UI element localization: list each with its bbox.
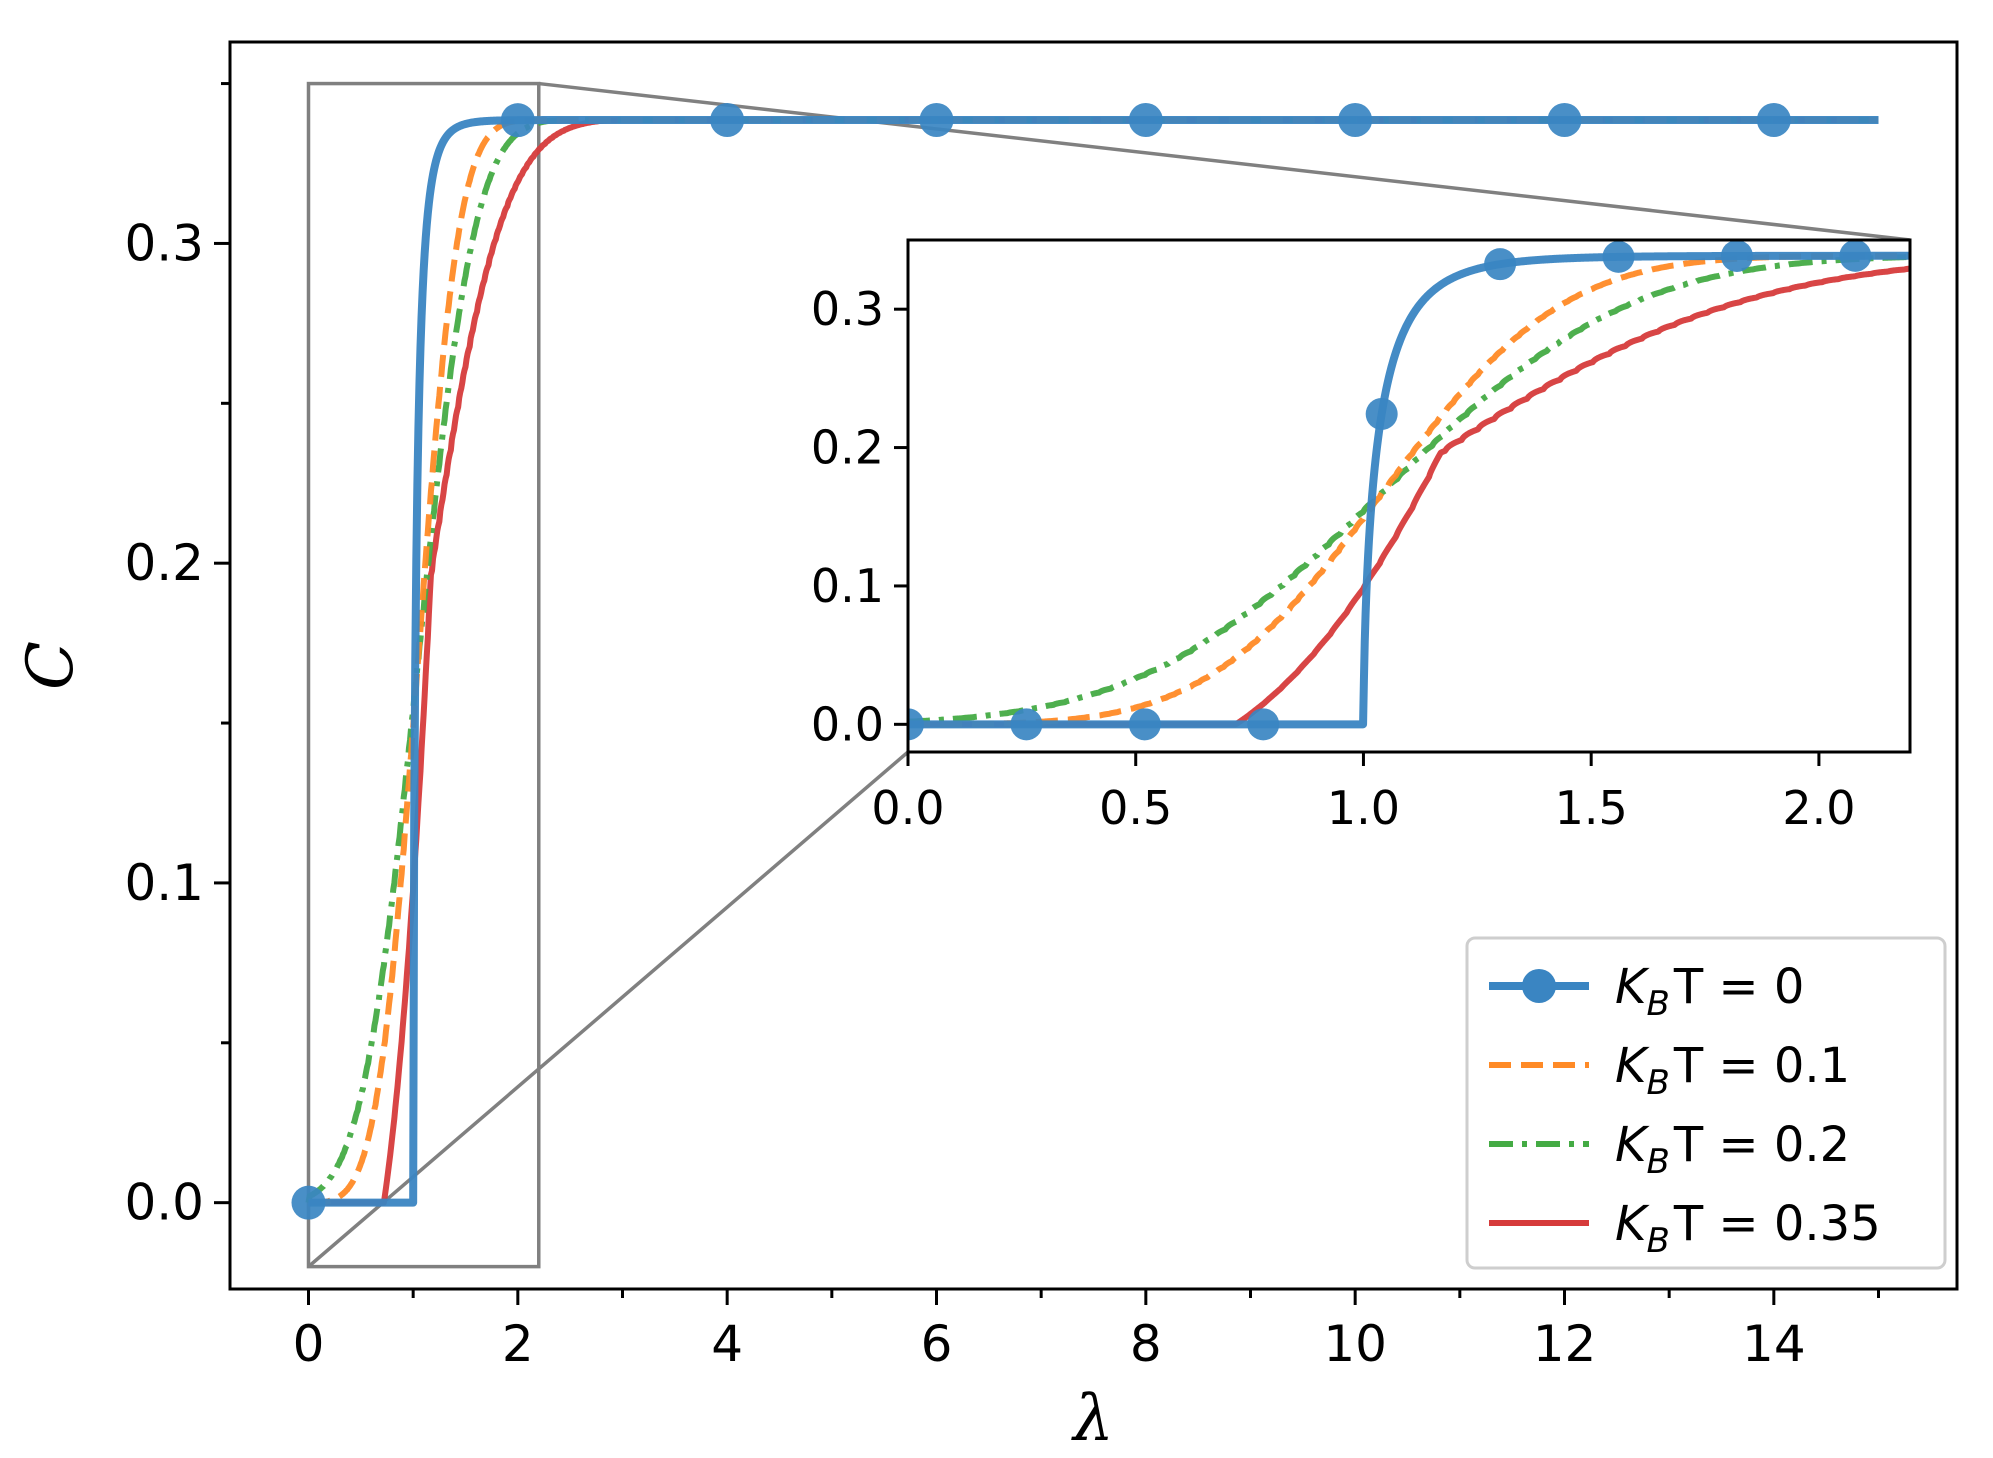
series-0-marker	[1756, 103, 1791, 138]
series-line-0	[305, 116, 1882, 1207]
inset-series-0-marker	[1010, 708, 1043, 741]
zoom-connector	[538, 81, 1911, 242]
zoom-indicator	[306, 81, 1911, 1269]
inset-series-0-marker	[1839, 240, 1872, 272]
inset-y-tick-label: 0.2	[811, 421, 884, 475]
x-tick-label: 10	[1323, 1315, 1387, 1373]
inset-series	[908, 240, 1910, 741]
inset-x-tick-label: 1.0	[1327, 781, 1400, 835]
inset-x-tick-label: 0.5	[1099, 781, 1172, 835]
legend-label-rest: T = 0.1	[1673, 1038, 1850, 1094]
x-tick-label: 0	[293, 1315, 325, 1373]
inset-series-0-marker	[1365, 397, 1398, 430]
series-0-marker	[710, 103, 745, 138]
inset-y-tick-label: 0.1	[811, 559, 884, 613]
legend-label-k: K	[1615, 1117, 1650, 1173]
y-axis-title: C	[14, 641, 88, 690]
legend-frame	[1465, 936, 1947, 1270]
legend-label-k: K	[1615, 959, 1650, 1015]
main-series	[291, 103, 1882, 1220]
inset-series-0-marker	[1247, 708, 1280, 741]
legend-label: KBT = 0	[1615, 959, 1804, 1024]
y-tick-label: 0.2	[124, 534, 204, 592]
legend-entry-0: KBT = 0	[1489, 959, 1804, 1024]
legend-entry-1: KBT = 0.1	[1489, 1038, 1850, 1103]
legend-swatch-marker	[1522, 969, 1556, 1003]
y-tick-label: 0.3	[124, 214, 204, 272]
series-0-marker	[1547, 103, 1582, 138]
x-tick-label: 6	[921, 1315, 953, 1373]
inset-y-tick-label: 0.0	[811, 697, 884, 751]
series-0-marker	[1128, 103, 1163, 138]
legend-label-k: K	[1615, 1196, 1650, 1252]
legend-label-k: K	[1615, 1038, 1650, 1094]
series-0-marker	[291, 1185, 326, 1220]
x-tick-label: 8	[1130, 1315, 1162, 1373]
inset-series-0-marker	[908, 708, 924, 741]
series-0-marker	[500, 103, 535, 138]
legend-label-rest: T = 0	[1673, 959, 1805, 1015]
legend-label-sub: B	[1646, 1142, 1669, 1182]
inset-x-tick-label: 1.5	[1555, 781, 1628, 835]
legend-label-sub: B	[1646, 1063, 1669, 1103]
x-axis: 0 2 4 6 8 10 12 14	[293, 1289, 1880, 1373]
inset-series-line-1	[908, 252, 1910, 728]
zoom-box	[306, 81, 541, 1269]
y-tick-label: 0.0	[124, 1174, 204, 1232]
series-0-marker	[919, 103, 954, 138]
x-tick-label: 14	[1742, 1315, 1806, 1373]
zoom-connector	[307, 750, 910, 1268]
inset-series-0-marker	[1484, 248, 1517, 281]
inset-x-tick-label: 2.0	[1782, 781, 1855, 835]
y-axis: 0.0 0.1 0.2 0.3	[124, 82, 230, 1232]
inset-x-tick-label: 0.0	[871, 781, 944, 835]
legend-label-rest: T = 0.2	[1673, 1117, 1850, 1173]
legend-label: KBT = 0.1	[1615, 1038, 1850, 1103]
inset-plot: 0.0 0.5 1.0 1.5 2.0 0.0 0.1 0.2 0.3	[811, 238, 1912, 835]
legend-label-rest: T = 0.35	[1673, 1196, 1881, 1252]
x-axis-title: λ	[1070, 1382, 1114, 1456]
x-tick-label: 4	[711, 1315, 743, 1373]
legend-label: KBT = 0.2	[1615, 1117, 1850, 1182]
inset-y-tick-label: 0.3	[811, 282, 884, 336]
inset-series-0-marker	[1128, 708, 1161, 741]
legend-label-sub: B	[1646, 984, 1669, 1024]
legend-label-sub: B	[1646, 1221, 1669, 1261]
inset-x-axis: 0.0 0.5 1.0 1.5 2.0	[871, 752, 1855, 835]
legend-entry-3: KBT = 0.35	[1489, 1196, 1881, 1261]
legend-entry-2: KBT = 0.2	[1489, 1117, 1850, 1182]
x-tick-label: 12	[1533, 1315, 1597, 1373]
series-0-marker	[1338, 103, 1373, 138]
legend-label: KBT = 0.35	[1615, 1196, 1881, 1261]
x-tick-label: 2	[502, 1315, 534, 1373]
inset-series-0-marker	[1720, 240, 1753, 272]
y-tick-label: 0.1	[124, 854, 204, 912]
inset-series-0-marker	[1602, 240, 1635, 273]
inset-series-line-2	[908, 254, 1910, 726]
inset-frame	[906, 238, 1912, 754]
inset-y-axis: 0.0 0.1 0.2 0.3	[811, 282, 908, 751]
